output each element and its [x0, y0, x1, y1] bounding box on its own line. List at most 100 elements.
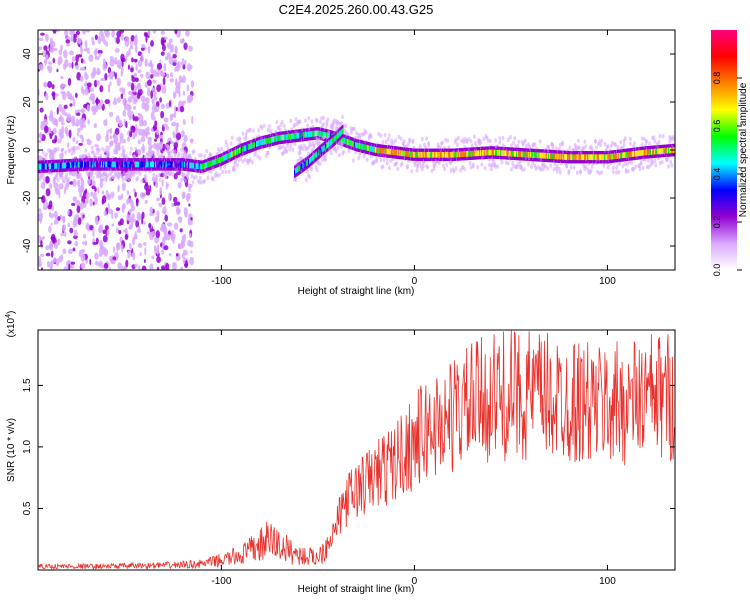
- trace-core-cell: [74, 162, 77, 168]
- noise-cell: [160, 265, 166, 270]
- noise-cell: [66, 90, 71, 97]
- noise-cell: [133, 116, 139, 122]
- trace-core-cell: [228, 152, 230, 159]
- snr-y-tick-label: 1.5: [22, 378, 33, 392]
- trace-core-cell: [322, 145, 325, 152]
- noise-cell: [143, 221, 146, 225]
- halo-cell: [546, 166, 549, 171]
- noise-cell: [73, 230, 78, 237]
- noise-cell: [102, 229, 107, 235]
- trace-core-cell: [358, 143, 361, 149]
- noise-cell: [43, 45, 48, 51]
- noise-cell: [146, 79, 152, 87]
- noise-cell: [168, 100, 172, 107]
- trace-core-cell: [330, 139, 332, 146]
- halo-cell: [140, 178, 144, 184]
- halo-cell: [510, 167, 513, 172]
- noise-cell: [99, 180, 104, 189]
- halo-cell: [524, 143, 528, 149]
- halo-cell: [245, 129, 249, 134]
- halo-cell: [187, 171, 191, 176]
- halo-cell: [338, 152, 341, 158]
- figure-title: C2E4.2025.260.00.43.G25: [279, 2, 434, 17]
- noise-cell: [70, 261, 76, 265]
- trace-core-cell: [589, 154, 591, 161]
- halo-cell: [338, 121, 342, 127]
- noise-cell: [51, 47, 55, 53]
- trace-core-cell: [260, 139, 262, 146]
- trace-core-cell: [621, 152, 623, 159]
- halo-cell: [194, 174, 198, 180]
- halo-cell: [132, 172, 135, 178]
- trace-core-cell: [476, 150, 479, 157]
- trace-core-cell: [79, 161, 82, 168]
- noise-cell: [61, 122, 65, 126]
- trace-core-cell: [51, 163, 53, 169]
- halo-cell: [336, 145, 340, 151]
- halo-cell: [442, 163, 445, 168]
- noise-cell: [110, 140, 114, 146]
- trace-core-cell: [483, 150, 485, 156]
- trace-core-cell: [326, 132, 328, 139]
- halo-cell: [367, 135, 371, 141]
- noise-cell: [77, 54, 83, 58]
- trace-core-cell: [641, 150, 643, 156]
- halo-cell: [555, 164, 559, 169]
- halo-cell: [241, 131, 245, 136]
- trace-core-cell: [624, 152, 627, 158]
- halo-cell: [333, 146, 337, 151]
- noise-cell: [171, 229, 175, 237]
- halo-cell: [578, 145, 581, 151]
- trace-core-cell: [235, 149, 238, 155]
- noise-cell: [55, 187, 60, 195]
- halo-cell: [151, 150, 155, 155]
- halo-cell: [116, 174, 120, 179]
- noise-cell: [89, 258, 92, 266]
- noise-cell: [128, 198, 133, 204]
- trace-core-cell: [324, 144, 327, 150]
- halo-cell: [638, 166, 642, 172]
- halo-cell: [389, 158, 392, 164]
- noise-cell: [81, 136, 84, 144]
- noise-cell: [85, 222, 90, 231]
- halo-cell: [408, 137, 411, 142]
- trace-core-cell: [278, 135, 280, 141]
- trace-core-cell: [318, 130, 321, 137]
- halo-cell: [648, 141, 651, 146]
- noise-cell: [56, 107, 59, 115]
- noise-cell: [127, 136, 131, 142]
- noise-cell: [57, 138, 62, 144]
- trace-core-cell: [113, 161, 116, 168]
- trace-core-cell: [63, 162, 66, 169]
- trace-core-cell: [545, 152, 548, 159]
- noise-cell: [81, 117, 86, 127]
- noise-cell: [150, 40, 154, 47]
- trace-core-cell: [186, 162, 189, 168]
- noise-cell: [137, 112, 141, 116]
- trace-core-cell: [430, 151, 432, 158]
- noise-cell: [121, 34, 124, 41]
- halo-cell: [474, 141, 477, 146]
- noise-cell: [163, 63, 167, 72]
- halo-cell: [107, 145, 111, 151]
- trace-core-cell: [175, 161, 177, 168]
- noise-cell: [149, 231, 154, 241]
- halo-cell: [65, 176, 69, 181]
- trace-core-cell: [233, 150, 236, 156]
- trace-core-cell: [231, 151, 234, 158]
- halo-cell: [54, 175, 58, 180]
- trace-core-cell: [134, 161, 137, 168]
- noise-cell: [114, 212, 118, 219]
- noise-cell: [82, 88, 85, 96]
- halo-cell: [514, 144, 518, 149]
- halo-cell: [624, 169, 628, 174]
- halo-cell: [309, 143, 313, 148]
- spectrogram-y-tick-label: -40: [22, 238, 33, 253]
- noise-cell: [99, 85, 104, 93]
- trace-core-cell: [411, 151, 413, 158]
- noise-cell: [133, 234, 138, 240]
- noise-cell: [121, 204, 125, 214]
- halo-cell: [390, 141, 393, 146]
- halo-cell: [184, 151, 187, 156]
